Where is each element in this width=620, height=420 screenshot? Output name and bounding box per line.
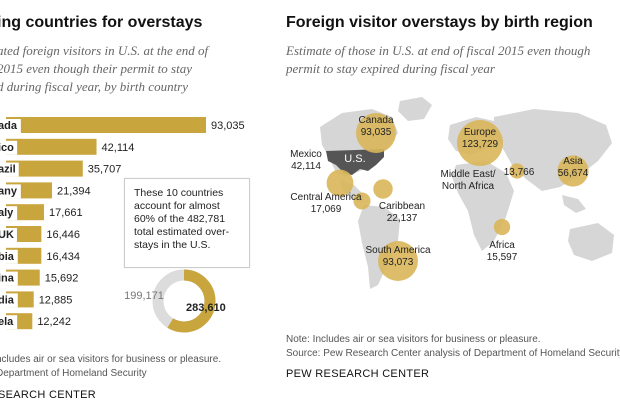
- right-brand: PEW RESEARCH CENTER: [286, 368, 430, 380]
- right-chart-title: Foreign visitor overstays by birth regio…: [286, 14, 593, 31]
- bubble-name-central-america: Central America: [290, 192, 362, 203]
- land-south-america: [358, 205, 400, 289]
- bar-category-label-bg: [0, 249, 18, 264]
- land-asia: [494, 109, 612, 191]
- left-chart-title: ing countries for overstays: [0, 14, 203, 31]
- bubble-value-middle-east-north-africa: 13,766: [504, 167, 535, 178]
- callout-line-1: These 10 countries: [134, 187, 224, 199]
- bar-value-label-10: 12,242: [37, 316, 71, 328]
- bar-category-label-bg: [0, 140, 18, 155]
- bubble-canada: [356, 113, 396, 153]
- bubble-name-mexico: Mexico: [290, 149, 322, 160]
- bubble-caribbean: [373, 179, 393, 199]
- right-subtitle-line-2: permit to stay expired during fiscal yea…: [286, 61, 495, 76]
- bar-2: [6, 138, 97, 155]
- bar-category-label-bg: [0, 184, 21, 199]
- right-subtitle-line-1: Estimate of those in U.S. at end of fisc…: [286, 43, 591, 58]
- bubble-africa: [493, 218, 511, 236]
- bar-category-label-1: ada: [0, 120, 18, 132]
- bar-value-label-6: 16,446: [46, 229, 80, 241]
- bubble-name-middle-east-north-africa: Middle East/North Africa: [440, 169, 495, 192]
- bar-category-label-9: dia: [0, 294, 15, 306]
- callout-text: These 10 countries account for almost 60…: [134, 187, 244, 252]
- bar-category-label-6: UK: [0, 229, 14, 241]
- bubble-middle-east-north-africa: [509, 163, 525, 179]
- callout-line-4: total estimated over-: [134, 226, 230, 238]
- bar-category-label-3: azil: [0, 164, 16, 176]
- callout-line-3: 60% of the 482,781: [134, 213, 226, 225]
- bar-category-label-bg: [0, 315, 18, 330]
- land-southeast-asia: [562, 195, 586, 213]
- bubble-asia: [557, 155, 589, 187]
- bar-category-label-7: bia: [0, 251, 15, 263]
- bubble-value-mexico: 42,114: [291, 161, 321, 172]
- bar-category-label-bg: [0, 228, 17, 242]
- bar-value-label-7: 16,434: [46, 251, 80, 263]
- left-subtitle-line-3: d during fiscal year, by birth country: [0, 79, 189, 94]
- bubble-name-asia: Asia: [563, 156, 583, 167]
- left-subtitle-line-2: 2015 even though their permit to stay: [0, 61, 192, 76]
- bubble-value-europe: 123,729: [462, 139, 499, 150]
- donut-slice-top10: [152, 269, 216, 333]
- left-source: Department of Homeland Security: [0, 368, 147, 379]
- bar-category-label-2: ico: [0, 142, 14, 154]
- bar-category-label-10: ela: [0, 316, 14, 328]
- bar-category-label-bg: [0, 206, 18, 221]
- bubble-europe: [457, 120, 503, 166]
- left-panel: ing countries for overstays ated foreign…: [0, 0, 262, 420]
- right-source: Source: Pew Research Center analysis of …: [286, 348, 620, 359]
- bubble-central-america: [353, 192, 371, 210]
- bubble-mexico: [326, 169, 354, 197]
- bar-category-label-4: any: [0, 185, 18, 197]
- bubble-value-south-america: 93,073: [383, 257, 414, 268]
- left-subtitle-line-1: ated foreign visitors in U.S. at the end…: [0, 43, 209, 58]
- bubble-value-central-america: 17,069: [311, 204, 342, 215]
- bar-3: [6, 160, 83, 177]
- bar-value-label-5: 17,661: [49, 207, 83, 219]
- country-bar-chart: ada 93,035 ico 42,114 azil 35,707 any 21,394 aly…: [0, 117, 245, 330]
- right-panel: Foreign visitor overstays by birth regio…: [280, 0, 620, 420]
- donut-value-rest: 199,171: [124, 290, 164, 302]
- bar-category-label-bg: [0, 293, 18, 308]
- donut-value-top10: 283,610: [186, 302, 226, 314]
- left-brand: SEARCH CENTER: [0, 389, 97, 401]
- bar-category-label-5: aly: [0, 207, 14, 219]
- bubble-value-africa: 15,597: [487, 252, 518, 263]
- bubble-name-europe: Europe: [464, 127, 497, 138]
- us-label: U.S.: [344, 153, 365, 165]
- land-australia: [568, 223, 614, 261]
- bubble-value-canada: 93,035: [361, 127, 392, 138]
- bar-category-label-8: ina: [0, 273, 15, 285]
- right-note: Note: Includes air or sea visitors for b…: [286, 334, 541, 345]
- bar-category-label-bg: [0, 162, 19, 177]
- land-greenland: [398, 97, 432, 121]
- bubble-south-america: [378, 241, 418, 281]
- bar-value-label-8: 15,692: [45, 273, 79, 285]
- bubble-name-africa: Africa: [489, 240, 515, 251]
- bar-1: [6, 117, 206, 133]
- left-note: ncludes air or sea visitors for business…: [0, 354, 222, 365]
- callout-box: These 10 countries account for almost 60…: [124, 178, 250, 268]
- bar-value-label-2: 42,114: [102, 142, 135, 154]
- donut-chart: 283,610 199,171: [124, 269, 226, 333]
- bar-category-label-bg: [0, 271, 18, 286]
- bar-value-label-9: 12,885: [39, 294, 73, 306]
- us-shape: [326, 149, 384, 175]
- bar-value-label-1: 93,035: [211, 120, 245, 132]
- bubble-name-canada: Canada: [358, 115, 393, 126]
- bubble-name-south-america: South America: [365, 245, 430, 256]
- bar-category-label-bg: [0, 119, 21, 133]
- callout-line-5: stays in the U.S.: [134, 239, 211, 251]
- bar-value-label-3: 35,707: [88, 164, 122, 176]
- bubble-name-caribbean: Caribbean: [379, 201, 425, 212]
- callout-line-2: account for almost: [134, 200, 220, 212]
- bubble-value-caribbean: 22,137: [387, 213, 418, 224]
- bar-value-label-4: 21,394: [57, 185, 91, 197]
- bubble-value-asia: 56,674: [558, 168, 589, 179]
